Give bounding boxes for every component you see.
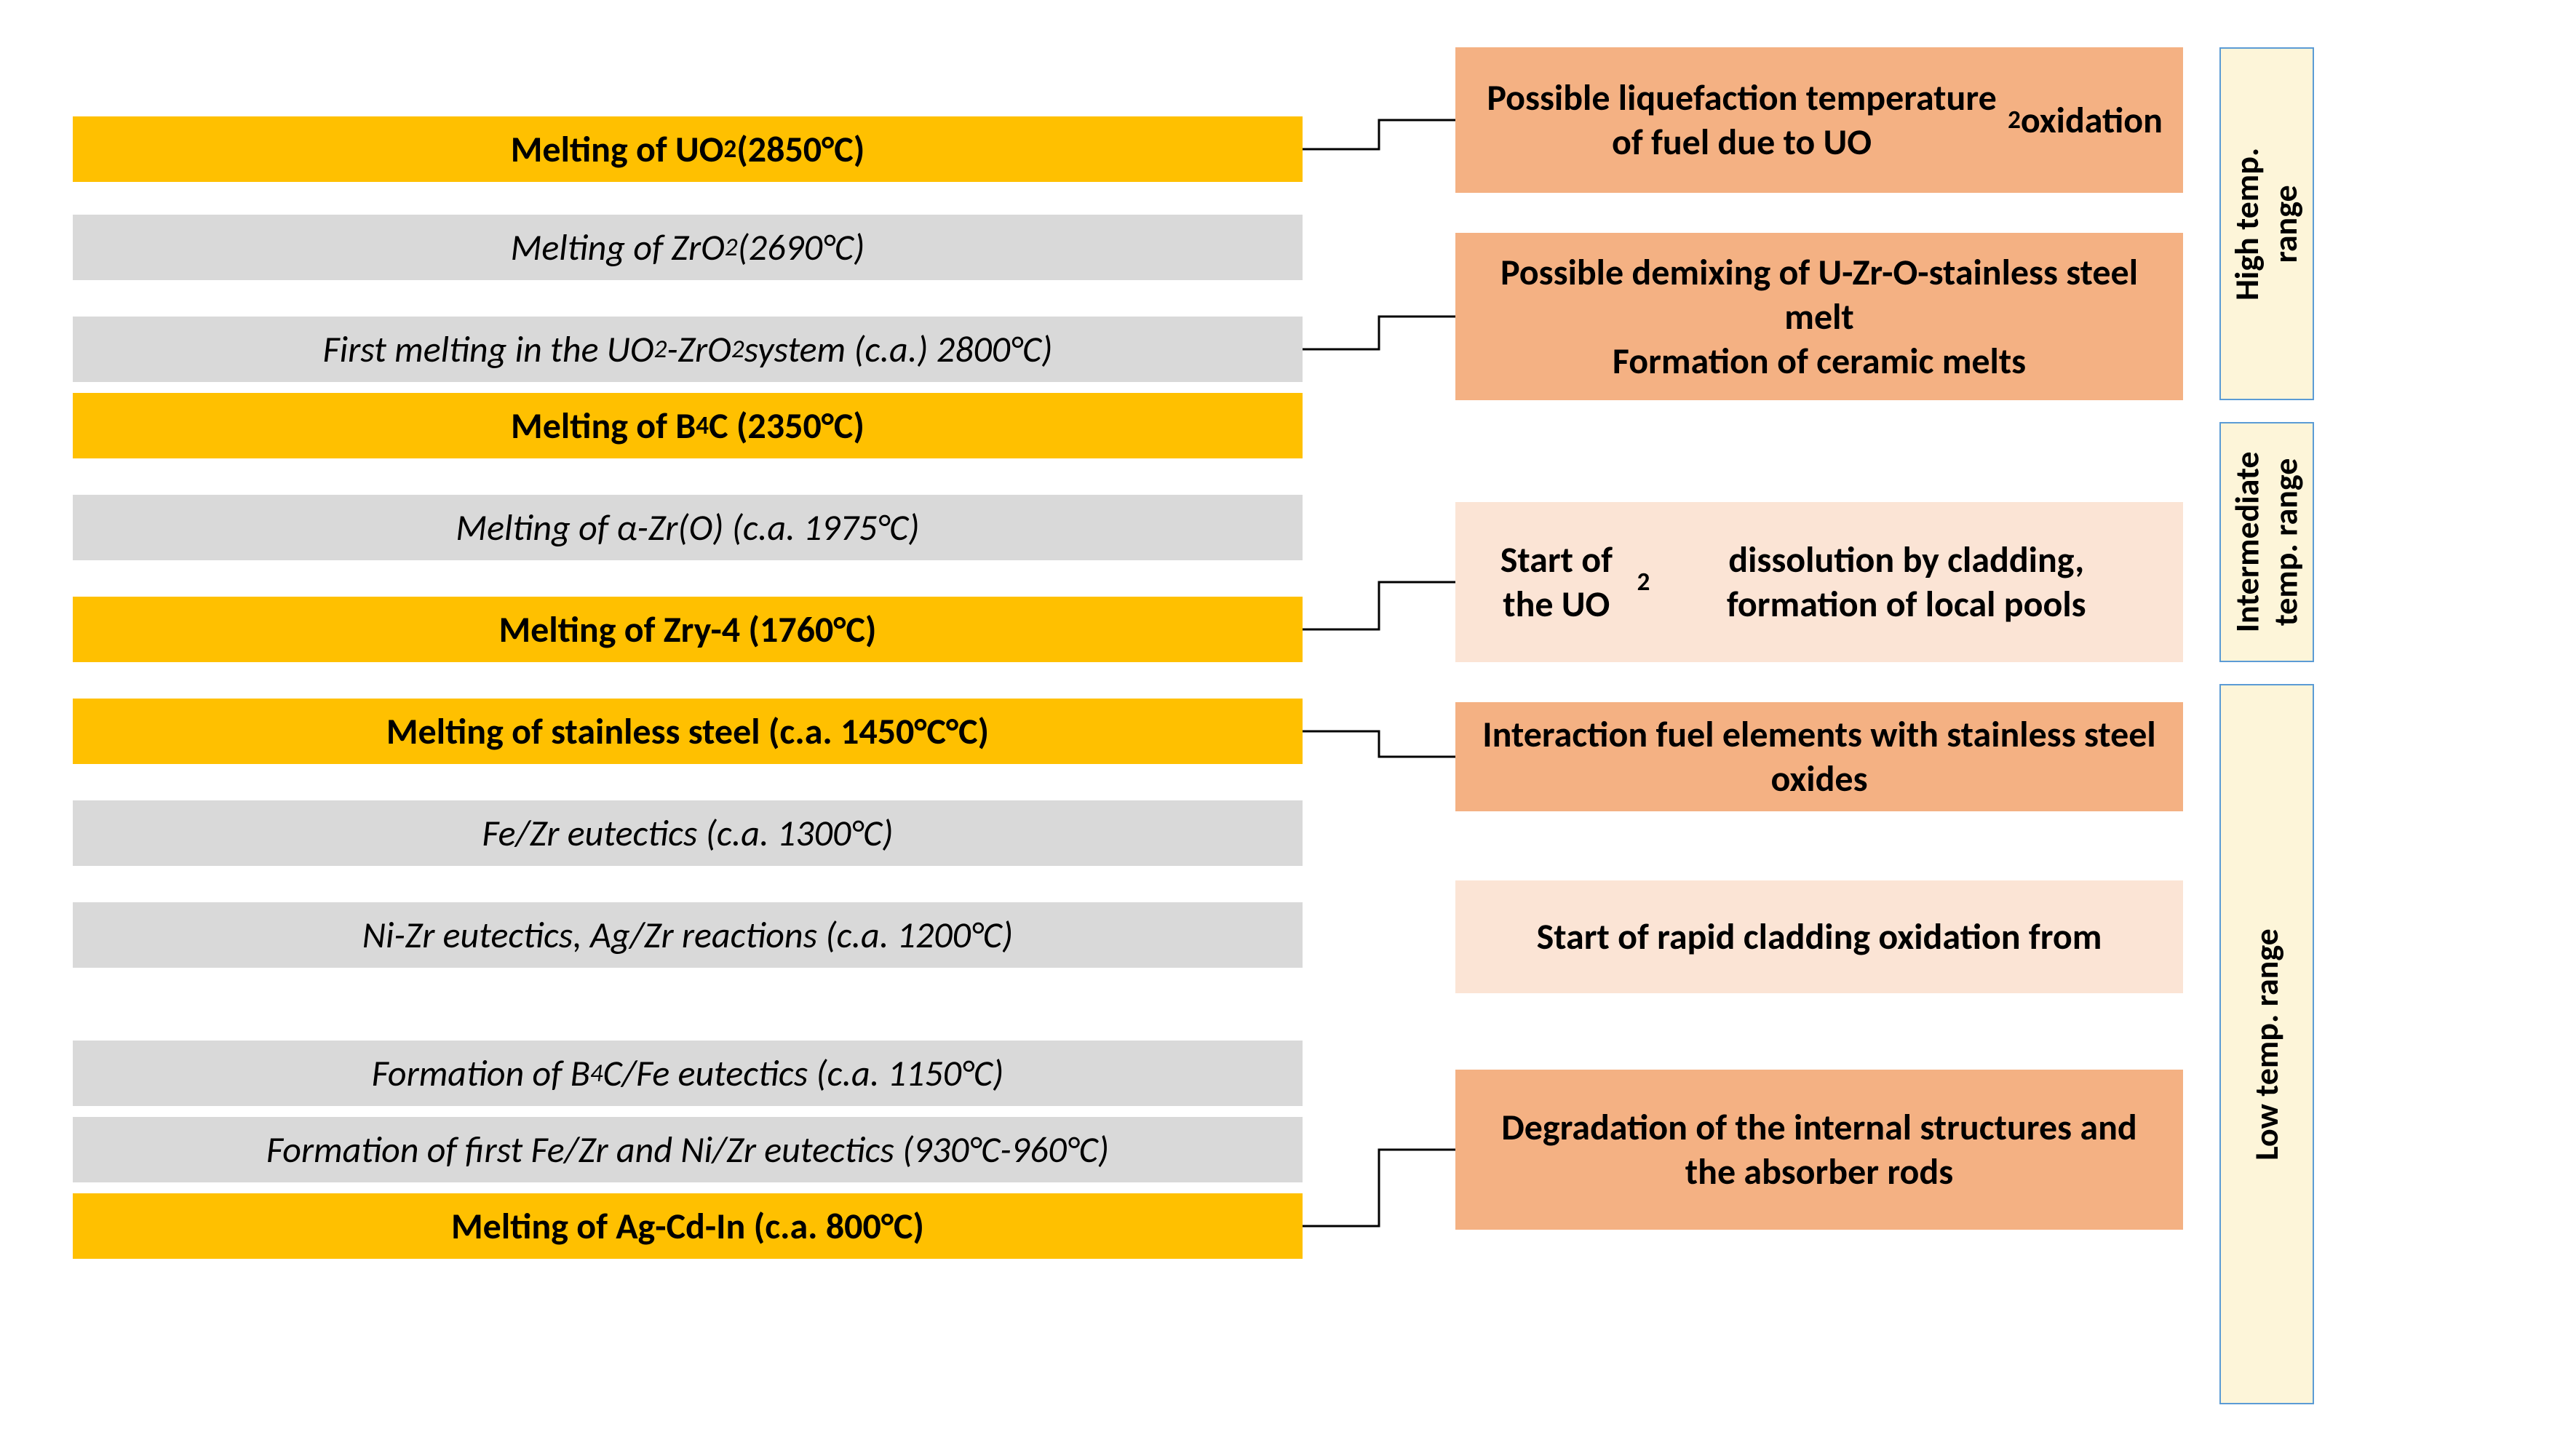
melting-event-bar: Melting of UO2 (2850°C) <box>73 116 1303 182</box>
phenomenon-box: Possible demixing of U-Zr-O-stainless st… <box>1455 233 2183 400</box>
temperature-range-box: Low temp. range <box>2219 684 2314 1404</box>
connector-line <box>1303 120 1455 149</box>
phenomenon-box: Degradation of the internal structures a… <box>1455 1070 2183 1230</box>
temperature-range-box: High temp.range <box>2219 47 2314 400</box>
melting-event-bar: Melting of Ag-Cd-In (c.a. 800°C) <box>73 1193 1303 1259</box>
connector-line <box>1303 731 1455 757</box>
melting-event-bar: Melting of stainless steel (c.a. 1450°C°… <box>73 699 1303 764</box>
melting-event-bar: Melting of B4C (2350°C) <box>73 393 1303 458</box>
connector-line <box>1303 317 1455 349</box>
melting-event-bar: Melting of Zry-4 (1760°C) <box>73 597 1303 662</box>
connector-line <box>1303 582 1455 629</box>
temperature-range-label: Low temp. range <box>2248 928 2286 1161</box>
phenomenon-box: Interaction fuel elements with stainless… <box>1455 702 2183 811</box>
temperature-range-box: Intermediatetemp. range <box>2219 422 2314 662</box>
melting-event-bar: Melting of ZrO2 (2690°C) <box>73 215 1303 280</box>
melting-event-bar: Formation of first Fe/Zr and Ni/Zr eutec… <box>73 1117 1303 1182</box>
melting-event-bar: Melting of α-Zr(O) (c.a. 1975°C) <box>73 495 1303 560</box>
phenomenon-box: Start of rapid cladding oxidation from <box>1455 880 2183 993</box>
melting-event-bar: Formation of B4C/Fe eutectics (c.a. 1150… <box>73 1041 1303 1106</box>
temperature-range-label: Intermediatetemp. range <box>2228 452 2305 633</box>
melting-event-bar: Ni-Zr eutectics, Ag/Zr reactions (c.a. 1… <box>73 902 1303 968</box>
phenomenon-box: Possible liquefaction temperature of fue… <box>1455 47 2183 193</box>
melting-event-bar: Fe/Zr eutectics (c.a. 1300°C) <box>73 800 1303 866</box>
connector-line <box>1303 1150 1455 1226</box>
temperature-range-label: High temp.range <box>2228 147 2305 300</box>
melting-event-bar: First melting in the UO2-ZrO2 system (c.… <box>73 317 1303 382</box>
diagram-root: Melting of UO2 (2850°C) Melting of ZrO2 (… <box>29 29 2531 1427</box>
phenomenon-box: Start of the UO2 dissolution by cladding… <box>1455 502 2183 662</box>
